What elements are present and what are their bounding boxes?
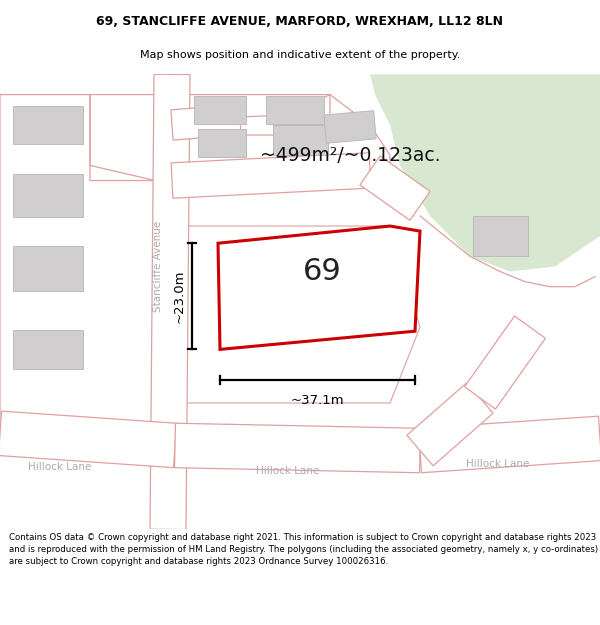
Polygon shape: [171, 105, 241, 140]
Text: 69, STANCLIFFE AVENUE, MARFORD, WREXHAM, LL12 8LN: 69, STANCLIFFE AVENUE, MARFORD, WREXHAM,…: [97, 16, 503, 28]
Polygon shape: [198, 129, 246, 158]
Polygon shape: [194, 96, 246, 124]
Text: ~499m²/~0.123ac.: ~499m²/~0.123ac.: [260, 146, 440, 165]
Text: ~37.1m: ~37.1m: [290, 394, 344, 407]
Polygon shape: [370, 74, 600, 271]
Polygon shape: [473, 216, 527, 256]
Text: Stancliffe Avenue: Stancliffe Avenue: [153, 221, 163, 312]
Text: Hillock Lane: Hillock Lane: [256, 466, 320, 476]
Polygon shape: [175, 423, 421, 472]
Polygon shape: [0, 411, 176, 468]
Polygon shape: [360, 156, 430, 221]
Polygon shape: [324, 111, 376, 143]
Text: ~23.0m: ~23.0m: [173, 269, 186, 323]
Polygon shape: [150, 74, 190, 529]
Text: Map shows position and indicative extent of the property.: Map shows position and indicative extent…: [140, 50, 460, 60]
Polygon shape: [13, 106, 83, 144]
Text: 69: 69: [303, 257, 342, 286]
Text: Contains OS data © Crown copyright and database right 2021. This information is : Contains OS data © Crown copyright and d…: [9, 533, 598, 566]
Polygon shape: [218, 226, 420, 349]
Polygon shape: [407, 382, 493, 466]
Text: Hillock Lane: Hillock Lane: [28, 462, 92, 472]
Polygon shape: [171, 152, 371, 198]
Polygon shape: [266, 96, 324, 124]
Polygon shape: [464, 316, 545, 409]
Polygon shape: [13, 174, 83, 217]
Text: Hillock Lane: Hillock Lane: [466, 459, 530, 469]
Polygon shape: [419, 416, 600, 472]
Polygon shape: [13, 246, 83, 291]
Polygon shape: [13, 330, 83, 369]
Polygon shape: [272, 125, 328, 155]
